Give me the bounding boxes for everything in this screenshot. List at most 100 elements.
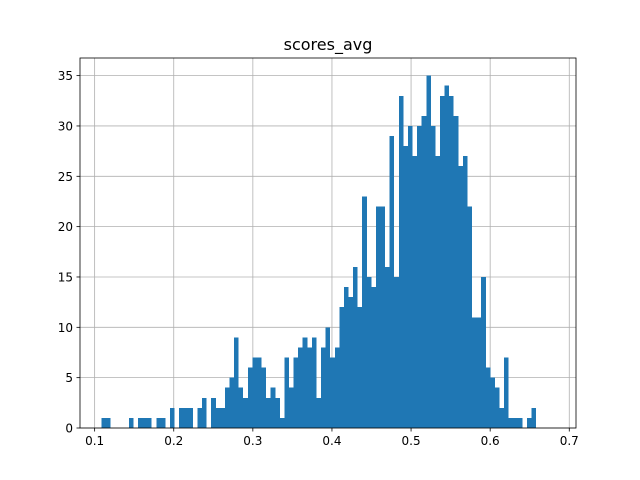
histogram-bar bbox=[234, 337, 239, 428]
histogram-bar bbox=[454, 116, 459, 428]
histogram-bar bbox=[445, 86, 450, 428]
histogram-bar bbox=[252, 358, 257, 428]
histogram-bar bbox=[435, 156, 440, 428]
histogram-bar bbox=[248, 368, 253, 428]
histogram-bar bbox=[376, 207, 381, 428]
y-tick-label: 10 bbox=[58, 321, 73, 335]
histogram-bar bbox=[403, 146, 408, 428]
histogram-bar bbox=[216, 408, 221, 428]
y-tick-label: 0 bbox=[65, 422, 73, 436]
histogram-bar bbox=[399, 96, 404, 428]
x-tick-label: 0.5 bbox=[402, 434, 421, 448]
histogram-bar bbox=[220, 408, 225, 428]
histogram-bar bbox=[532, 408, 537, 428]
histogram-bar bbox=[481, 277, 486, 428]
histogram-bar bbox=[358, 307, 363, 428]
histogram-bar bbox=[353, 267, 358, 428]
histogram-bar bbox=[289, 388, 294, 428]
histogram-bar bbox=[170, 408, 175, 428]
histogram-bar bbox=[179, 408, 184, 428]
histogram-bar bbox=[211, 398, 216, 428]
y-tick-label: 15 bbox=[58, 270, 73, 284]
histogram-bar bbox=[266, 398, 271, 428]
histogram-bar bbox=[321, 347, 326, 428]
histogram-bar bbox=[316, 398, 321, 428]
histogram-bar bbox=[449, 96, 454, 428]
histogram-bar bbox=[326, 327, 331, 428]
y-tick-label: 25 bbox=[58, 170, 73, 184]
histogram-bar bbox=[147, 418, 152, 428]
histogram-bar bbox=[417, 126, 422, 428]
histogram-bar bbox=[509, 418, 514, 428]
histogram-bar bbox=[408, 126, 413, 428]
histogram-bar bbox=[495, 388, 500, 428]
histogram-bar bbox=[472, 317, 477, 428]
y-tick-label: 5 bbox=[65, 371, 73, 385]
histogram-bar bbox=[362, 196, 367, 428]
histogram-bar bbox=[458, 166, 463, 428]
histogram-bar bbox=[504, 358, 509, 428]
histogram-bar bbox=[271, 388, 276, 428]
histogram-bar bbox=[229, 378, 234, 428]
histogram-bar bbox=[303, 337, 308, 428]
histogram-bar bbox=[499, 408, 504, 428]
histogram-bar bbox=[335, 347, 340, 428]
histogram-bar bbox=[344, 287, 349, 428]
histogram-bar bbox=[312, 337, 317, 428]
histogram-bar bbox=[156, 418, 161, 428]
histogram-bar bbox=[225, 388, 230, 428]
histogram-bar bbox=[527, 418, 532, 428]
histogram-bar bbox=[243, 398, 248, 428]
histogram-bar bbox=[390, 136, 395, 428]
x-tick-label: 0.2 bbox=[164, 434, 183, 448]
histogram-bar bbox=[477, 317, 482, 428]
histogram-bar bbox=[138, 418, 143, 428]
histogram-bar bbox=[202, 398, 207, 428]
histogram-bar bbox=[513, 418, 518, 428]
x-tick-label: 0.1 bbox=[85, 434, 104, 448]
histogram-bar bbox=[298, 347, 303, 428]
histogram-bar bbox=[339, 307, 344, 428]
x-tick-label: 0.3 bbox=[243, 434, 262, 448]
y-tick-label: 30 bbox=[58, 119, 73, 133]
histogram-bar bbox=[129, 418, 134, 428]
histogram-bar bbox=[490, 378, 495, 428]
histogram-bar bbox=[161, 418, 166, 428]
histogram-bar bbox=[262, 368, 267, 428]
histogram-bar bbox=[440, 96, 445, 428]
histogram-bar bbox=[413, 156, 418, 428]
histogram-bar bbox=[257, 358, 262, 428]
histogram-bar bbox=[307, 347, 312, 428]
histogram-bar bbox=[394, 277, 399, 428]
histogram-bar bbox=[106, 418, 111, 428]
histogram-bar bbox=[518, 418, 523, 428]
histogram-bar bbox=[385, 267, 390, 428]
histogram-bar bbox=[143, 418, 148, 428]
histogram-bar bbox=[426, 76, 431, 428]
x-tick-label: 0.4 bbox=[322, 434, 341, 448]
histogram-bar bbox=[486, 368, 491, 428]
histogram-bar bbox=[371, 287, 376, 428]
histogram-bar bbox=[463, 156, 468, 428]
histogram-bar bbox=[184, 408, 189, 428]
histogram-bar bbox=[330, 358, 335, 428]
histogram-bar bbox=[239, 388, 244, 428]
histogram-bar bbox=[367, 277, 372, 428]
histogram-bar bbox=[348, 297, 353, 428]
histogram-bar bbox=[101, 418, 106, 428]
histogram-bar bbox=[275, 398, 280, 428]
histogram-bar bbox=[467, 207, 472, 428]
histogram-bar bbox=[294, 358, 299, 428]
histogram-bar bbox=[422, 116, 427, 428]
x-tick-label: 0.6 bbox=[481, 434, 500, 448]
y-tick-label: 35 bbox=[58, 69, 73, 83]
chart-title: scores_avg bbox=[284, 35, 373, 55]
x-tick-label: 0.7 bbox=[560, 434, 579, 448]
histogram-bar bbox=[284, 358, 289, 428]
histogram-bar bbox=[381, 207, 386, 428]
histogram-bar bbox=[188, 408, 193, 428]
histogram-bar bbox=[280, 418, 285, 428]
histogram-bar bbox=[197, 408, 202, 428]
histogram-bar bbox=[431, 126, 436, 428]
